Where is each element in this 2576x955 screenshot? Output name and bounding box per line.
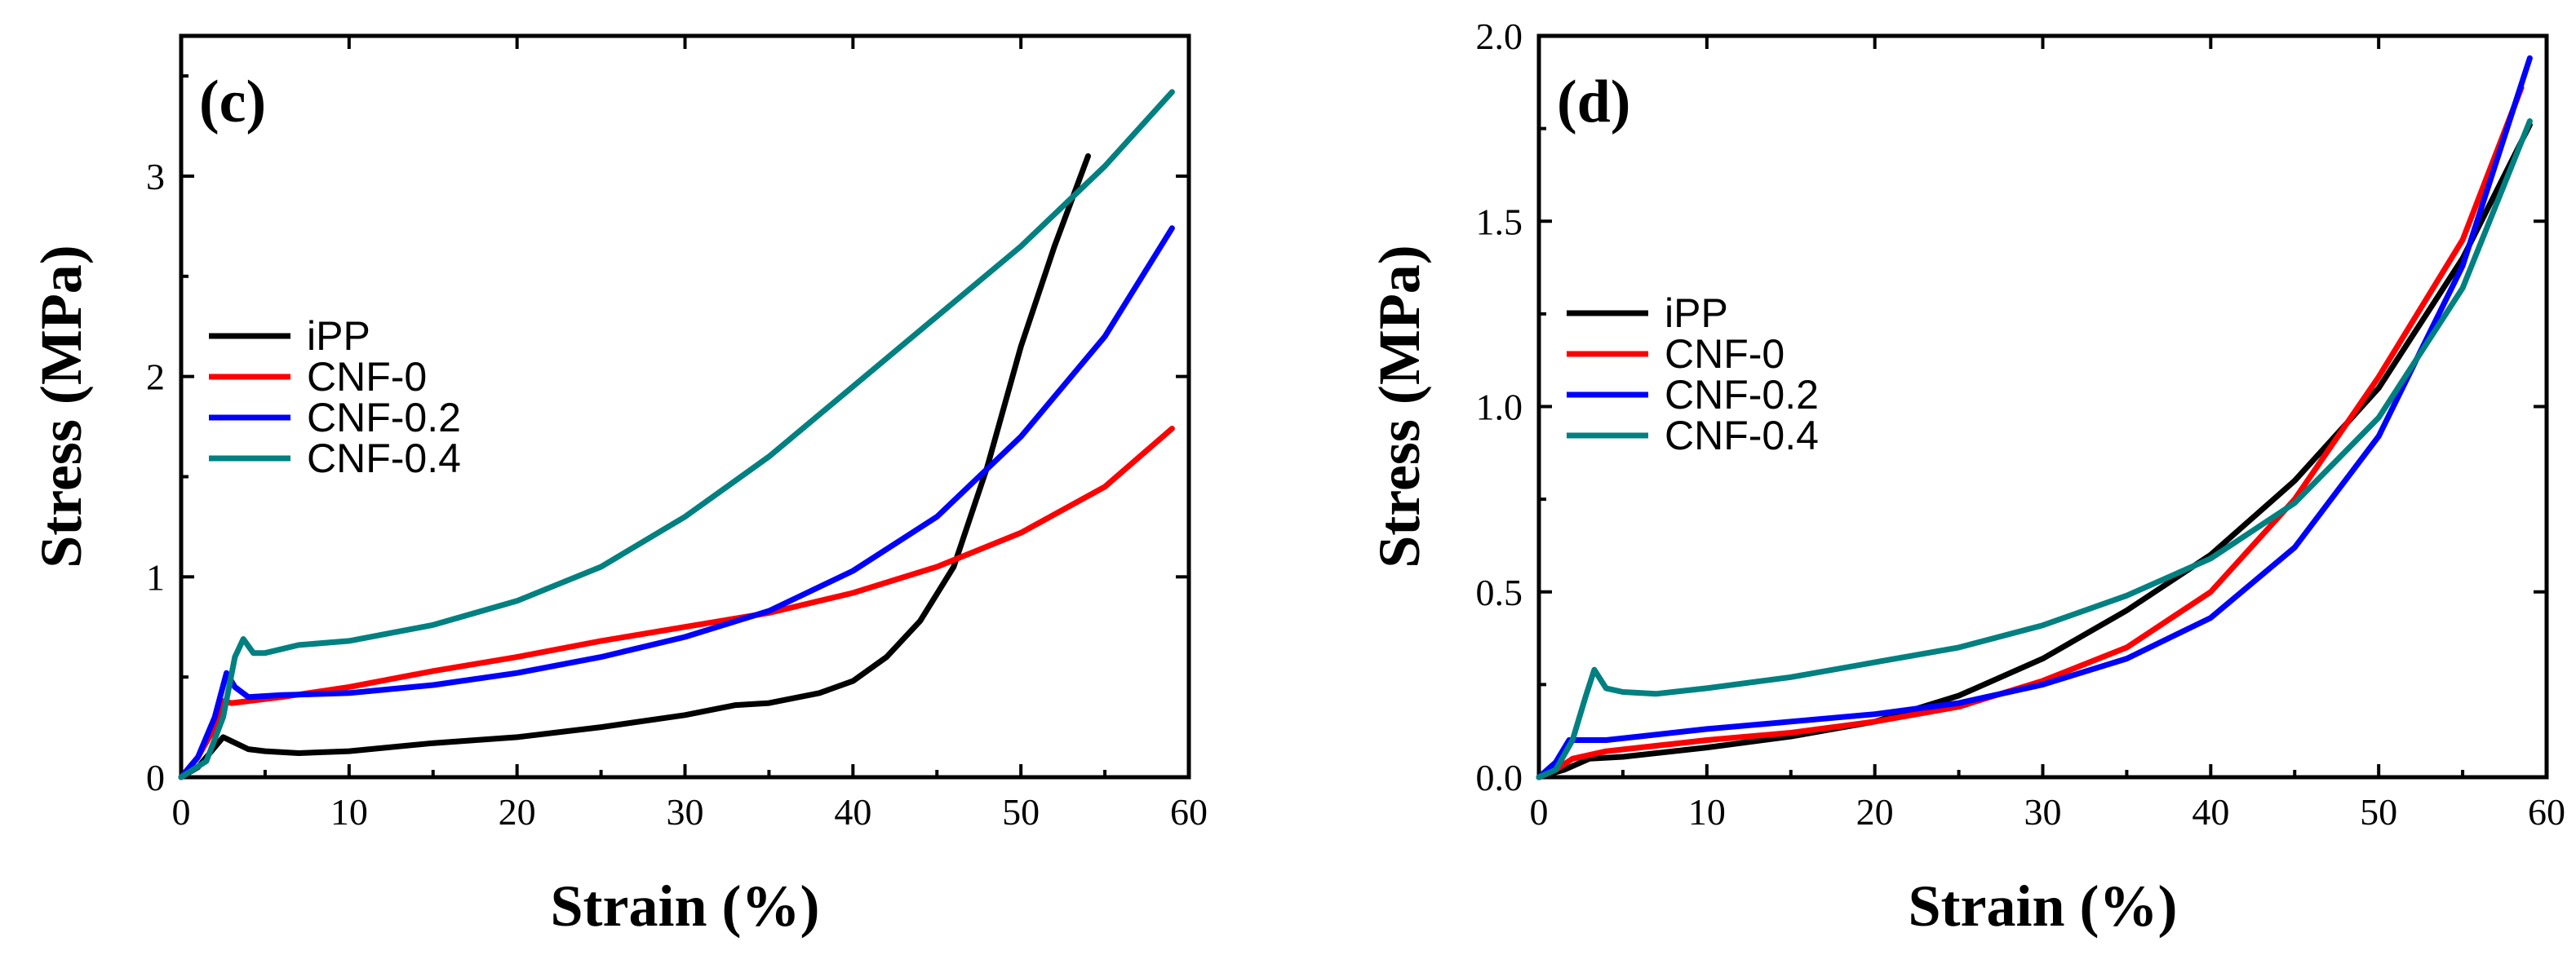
y-axis-title: Stress (MPa) <box>29 245 94 568</box>
series-line-ipp <box>178 153 1091 780</box>
panel-d: 0 10 20 30 40 50 60 0.0 0.5 1.0 1.5 2.0 Strain (%) St… <box>1367 15 2565 939</box>
y-tick-label: 0.0 <box>1476 757 1523 798</box>
panel-c: 0 10 20 30 40 50 60 0 1 2 3 Strain (%) Stress (MPa) (… <box>29 33 1208 939</box>
panel-label: (c) <box>199 69 266 135</box>
panel-label: (d) <box>1557 69 1630 135</box>
x-tick-label: 30 <box>2024 791 2062 833</box>
x-tick-label: 50 <box>1002 791 1040 833</box>
y-tick-label: 3 <box>146 156 165 197</box>
series-line-cnf-0 <box>178 426 1175 780</box>
y-tick-label: 1.5 <box>1476 201 1523 242</box>
x-tick-label: 50 <box>2360 791 2397 833</box>
x-tick-label: 60 <box>2528 791 2565 833</box>
series-line-cnf-0-4 <box>178 89 1175 780</box>
legend-label: CNF-0 <box>307 354 427 400</box>
series-line-cnf-0-4 <box>1536 118 2533 780</box>
x-tick-label: 10 <box>330 791 368 833</box>
y-axis-title: Stress (MPa) <box>1367 245 1432 568</box>
x-tick-label: 20 <box>1856 791 1894 833</box>
x-axis-title: Strain (%) <box>551 873 820 939</box>
x-tick-label: 0 <box>1530 791 1549 833</box>
y-tick-label: 2 <box>146 356 165 398</box>
legend-label: iPP <box>1665 290 1728 336</box>
y-tick-label: 2.0 <box>1476 15 1523 57</box>
series-line-cnf-0 <box>1536 85 2525 780</box>
x-tick-label: 0 <box>172 791 191 833</box>
x-axis-title: Strain (%) <box>1909 873 2178 939</box>
legend-label: iPP <box>307 313 370 359</box>
legend-label: CNF-0.4 <box>1665 413 1819 458</box>
series-line-cnf-0-2 <box>178 225 1175 780</box>
x-tick-label: 40 <box>2192 791 2229 833</box>
x-tick-label: 10 <box>1688 791 1726 833</box>
legend-label: CNF-0.4 <box>307 435 461 481</box>
x-tick-label: 30 <box>667 791 704 833</box>
x-tick-label: 20 <box>499 791 536 833</box>
legend-label: CNF-0.2 <box>1665 372 1819 418</box>
y-tick-label: 0.5 <box>1476 572 1523 613</box>
y-tick-label: 1.0 <box>1476 387 1523 428</box>
legend-label: CNF-0 <box>1665 331 1785 377</box>
x-tick-label: 40 <box>834 791 871 833</box>
y-tick-label: 1 <box>146 556 165 598</box>
series-line-cnf-0-2 <box>1536 55 2533 780</box>
legend-label: CNF-0.2 <box>307 395 461 440</box>
x-tick-label: 60 <box>1170 791 1208 833</box>
y-tick-label: 0 <box>146 757 165 798</box>
